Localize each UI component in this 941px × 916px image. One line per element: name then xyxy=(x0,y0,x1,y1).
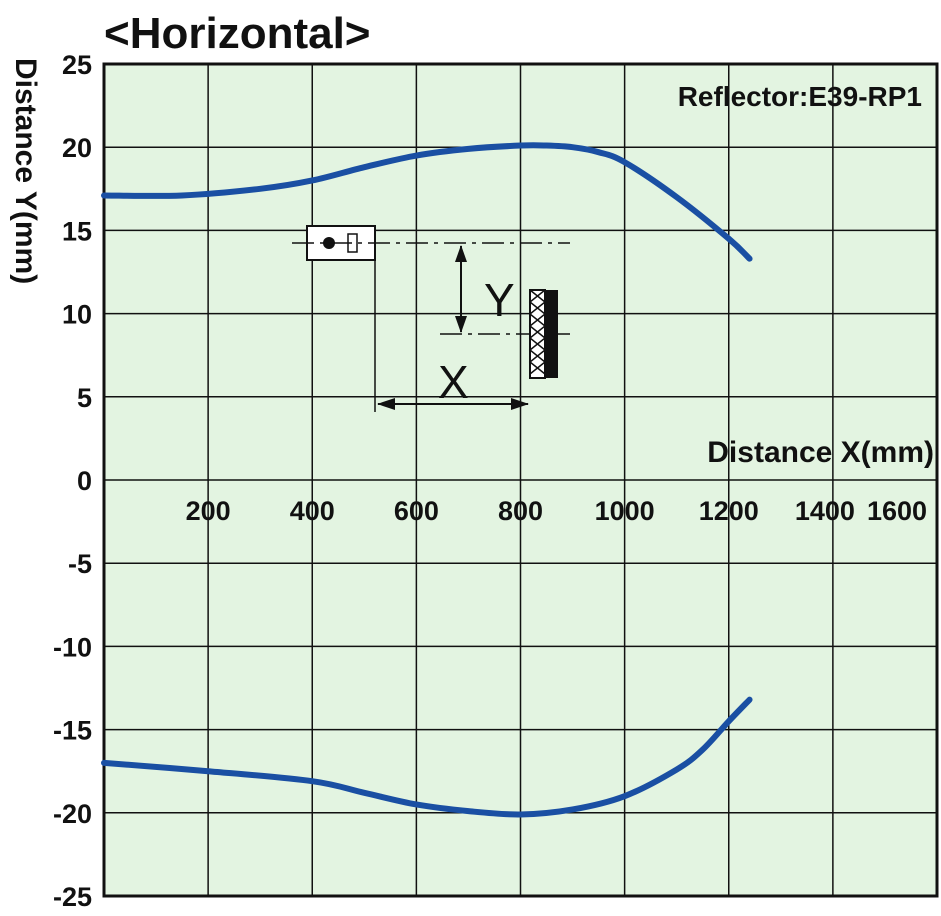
y-tick-label: -5 xyxy=(68,549,92,579)
x-tick-label: 1400 xyxy=(795,496,855,526)
y-tick-label: 25 xyxy=(62,50,92,80)
x-tick-label: 1000 xyxy=(595,496,655,526)
inset-diagram: Y X xyxy=(292,225,570,412)
y-tick-label: -10 xyxy=(53,632,92,662)
y-tick-label: 10 xyxy=(62,300,92,330)
y-tick-label: -25 xyxy=(53,882,92,912)
series-line-upper xyxy=(101,142,753,262)
dimension-y-arrowhead-bottom xyxy=(455,316,467,333)
dimension-y-label: Y xyxy=(484,274,515,326)
x-tick-label: 1600 xyxy=(867,496,927,526)
dimension-x-arrowhead-left xyxy=(377,398,395,410)
y-axis-label: Distance Y(mm) xyxy=(9,58,42,284)
x-tick-label: 800 xyxy=(498,496,543,526)
y-tick-label: 15 xyxy=(62,216,92,246)
y-tick-label: -15 xyxy=(53,716,92,746)
reflector-graphic xyxy=(528,289,558,379)
y-tick-labels: 25 20 15 10 5 0 -5 -10 -15 -20 -25 xyxy=(53,50,92,912)
y-tick-label: 20 xyxy=(62,133,92,163)
chart-title: <Horizontal> xyxy=(104,9,371,58)
x-tick-label: 600 xyxy=(394,496,439,526)
sensor-emitter-dot xyxy=(323,237,335,249)
dimension-y-arrowhead-top xyxy=(455,245,467,262)
x-tick-label: 1200 xyxy=(699,496,759,526)
x-tick-label: 400 xyxy=(290,496,335,526)
y-tick-label: -20 xyxy=(53,799,92,829)
x-axis-label: Distance X(mm) xyxy=(707,436,934,469)
series-line-lower xyxy=(101,696,753,818)
x-tick-label: 200 xyxy=(186,496,231,526)
reflector-annotation: Reflector:E39-RP1 xyxy=(678,81,922,112)
y-tick-label: 5 xyxy=(77,383,92,413)
series-lines xyxy=(101,142,753,818)
dimension-x-arrowhead-right xyxy=(511,398,529,410)
y-tick-label: 0 xyxy=(77,466,92,496)
dimension-x-label: X xyxy=(438,356,469,408)
grid-lines xyxy=(104,64,937,896)
x-tick-labels: 200 400 600 800 1000 1200 1400 1600 xyxy=(186,496,927,526)
